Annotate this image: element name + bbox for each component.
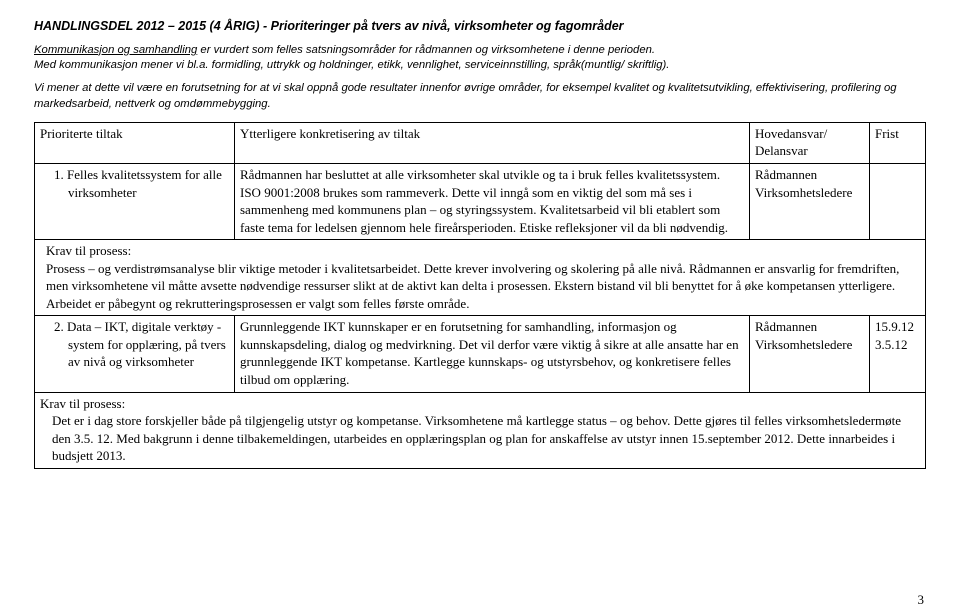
- th-frist: Frist: [870, 122, 926, 163]
- table-row: 2. Data – IKT, digitale verktøy - system…: [35, 316, 926, 392]
- cell-frist-2a: 15.9.12: [875, 319, 914, 334]
- krav-label-1: Krav til prosess:: [46, 243, 131, 258]
- table-row-krav2: Krav til prosess: Det er i dag store for…: [35, 392, 926, 468]
- cell-frist-1: [870, 163, 926, 239]
- cell-krav-1: Krav til prosess: Prosess – og verdistrø…: [35, 240, 926, 316]
- page-number: 3: [918, 591, 925, 609]
- krav-label-2: Krav til prosess:: [40, 396, 125, 411]
- table-header-row: Prioriterte tiltak Ytterligere konkretis…: [35, 122, 926, 163]
- th-ansvar: Hovedansvar/ Delansvar: [750, 122, 870, 163]
- krav-text-1: Prosess – og verdistrømsanalyse blir vik…: [46, 261, 899, 311]
- cell-frist-2: 15.9.12 3.5.12: [870, 316, 926, 392]
- cell-tiltak-1: 1. Felles kvalitetssystem for alle virks…: [35, 163, 235, 239]
- cell-ansvar-2: Rådmannen Virksomhetsledere: [750, 316, 870, 392]
- cell-ansvar-1a: Rådmannen: [755, 167, 817, 182]
- cell-tiltak-2: 2. Data – IKT, digitale verktøy - system…: [35, 316, 235, 392]
- th-konkretisering: Ytterligere konkretisering av tiltak: [235, 122, 750, 163]
- th-ansvar-b: Delansvar: [755, 143, 808, 158]
- th-ansvar-a: Hovedansvar/: [755, 126, 827, 141]
- cell-ansvar-2b: Virksomhetsledere: [755, 337, 852, 352]
- intro-paragraph-2: Vi mener at dette vil være en forutsetni…: [34, 81, 926, 112]
- table-row: 1. Felles kvalitetssystem for alle virks…: [35, 163, 926, 239]
- krav-text-2: Det er i dag store forskjeller både på t…: [52, 413, 901, 463]
- intro-underlined: Kommunikasjon og samhandling: [34, 44, 197, 56]
- intro-line2: Med kommunikasjon mener vi bl.a. formidl…: [34, 59, 669, 71]
- cell-ansvar-1b: Virksomhetsledere: [755, 185, 852, 200]
- cell-konk-2: Grunnleggende IKT kunnskaper er en forut…: [235, 316, 750, 392]
- cell-ansvar-2a: Rådmannen: [755, 319, 817, 334]
- table-row-krav1: Krav til prosess: Prosess – og verdistrø…: [35, 240, 926, 316]
- cell-krav-2: Krav til prosess: Det er i dag store for…: [35, 392, 926, 468]
- intro-rest: er vurdert som felles satsningsområder f…: [197, 44, 655, 56]
- cell-frist-2b: 3.5.12: [875, 337, 908, 352]
- cell-ansvar-1: Rådmannen Virksomhetsledere: [750, 163, 870, 239]
- th-tiltak: Prioriterte tiltak: [35, 122, 235, 163]
- cell-konk-1: Rådmannen har besluttet at alle virksomh…: [235, 163, 750, 239]
- page-title: HANDLINGSDEL 2012 – 2015 (4 ÅRIG) - Prio…: [34, 18, 926, 35]
- action-table: Prioriterte tiltak Ytterligere konkretis…: [34, 122, 926, 469]
- intro-paragraph-1: Kommunikasjon og samhandling er vurdert …: [34, 43, 926, 74]
